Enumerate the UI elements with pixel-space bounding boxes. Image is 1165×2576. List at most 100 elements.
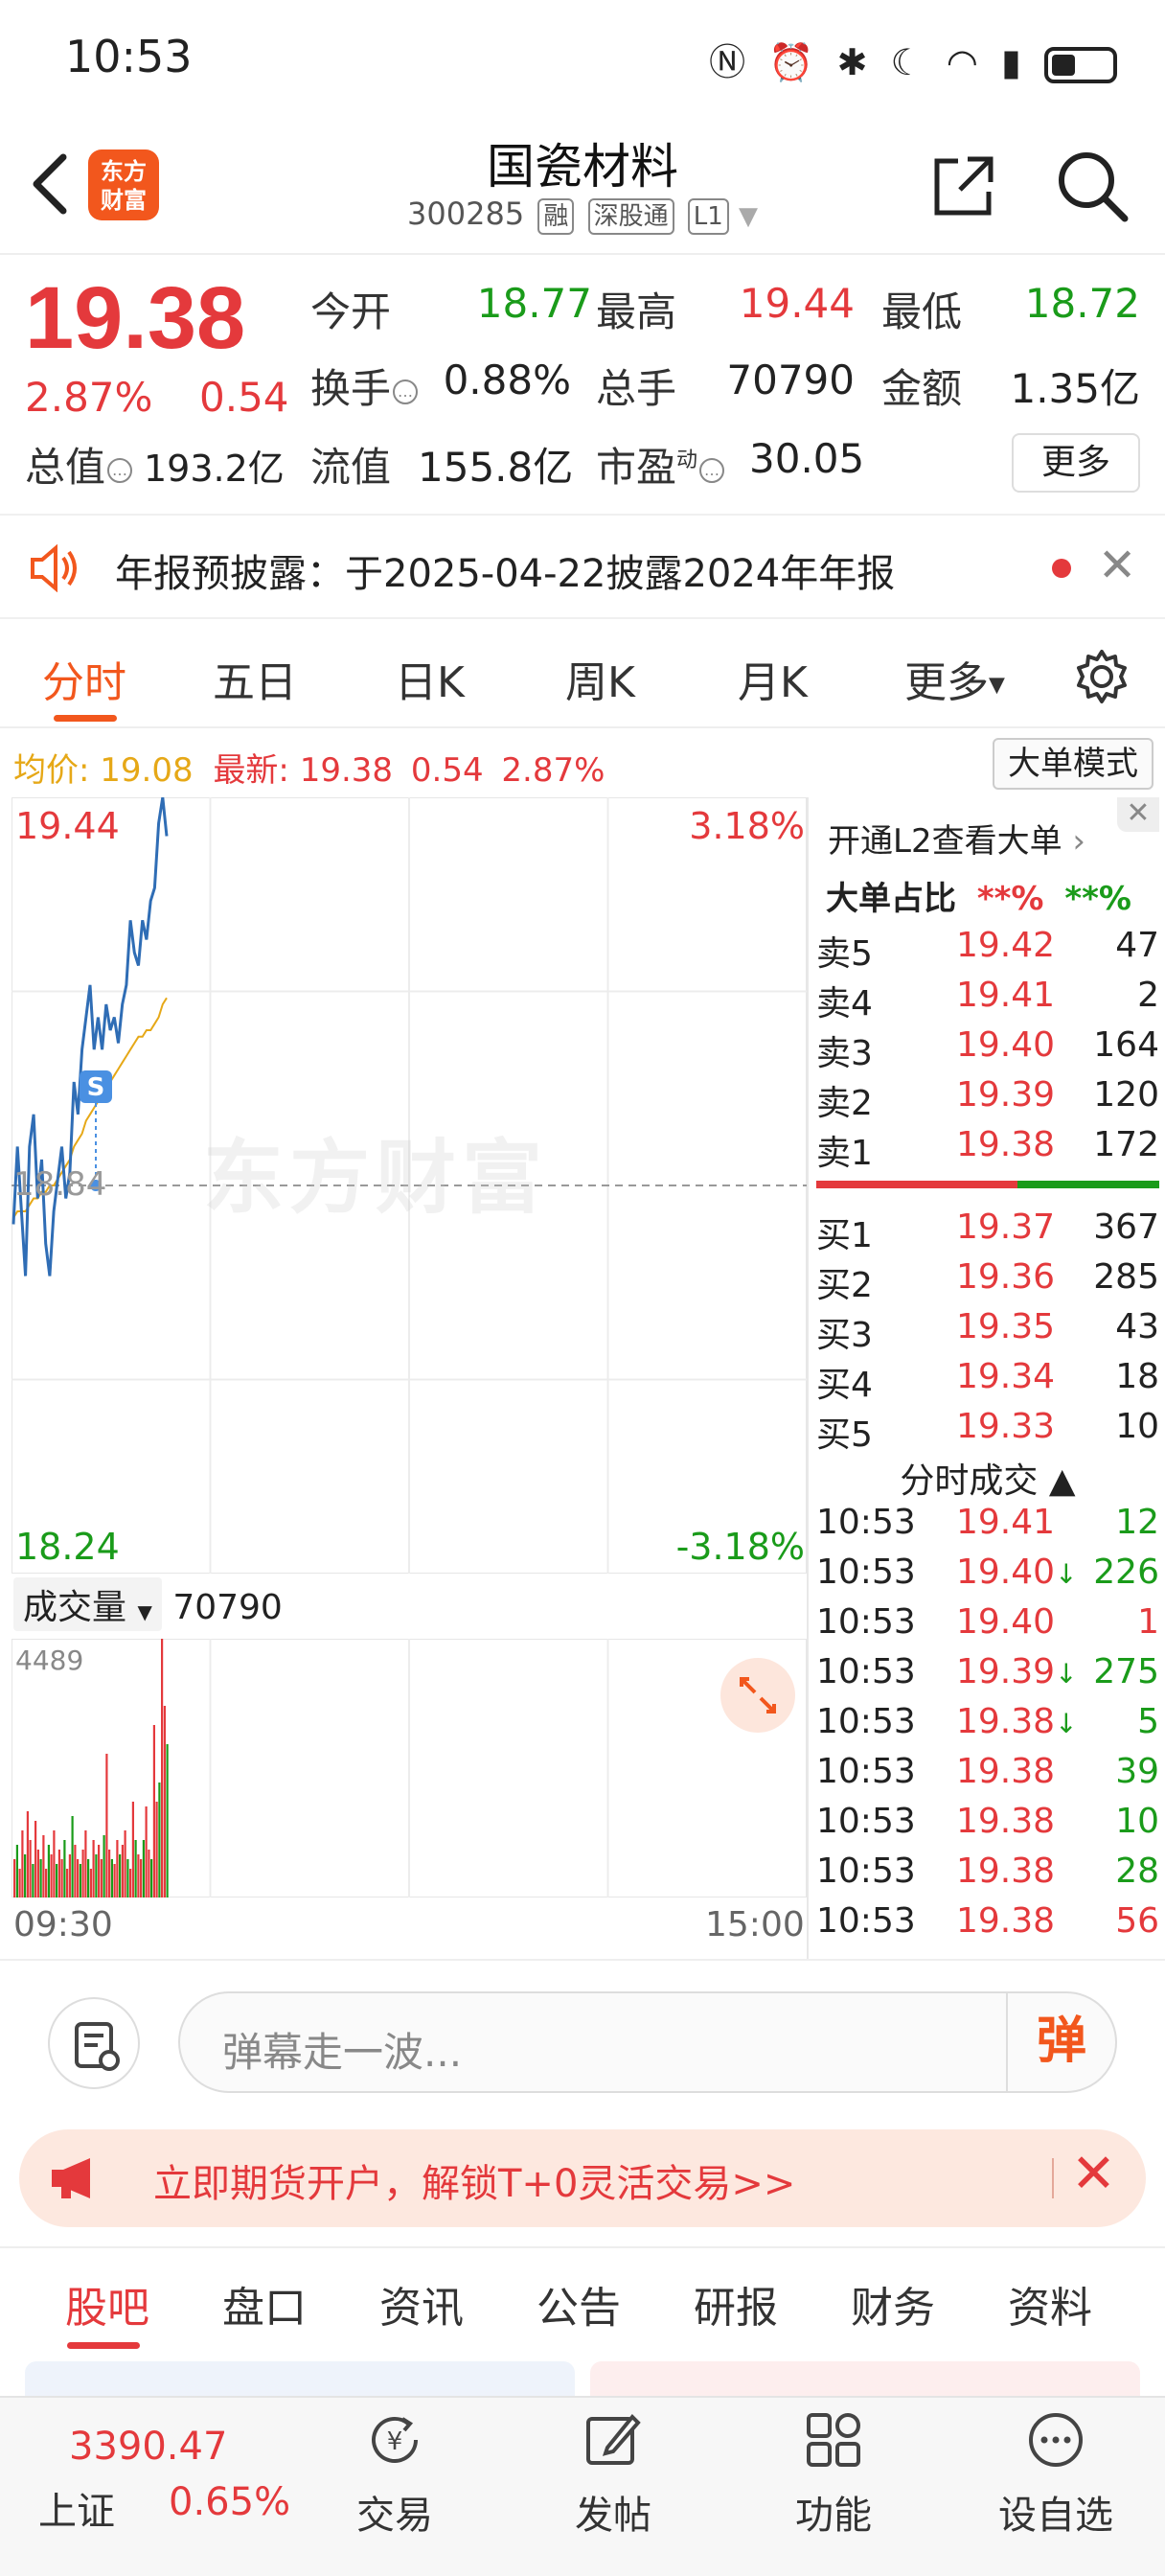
tag-connect: 深股通 <box>587 198 674 235</box>
app-logo[interactable]: 东方 财富 <box>88 150 159 220</box>
marker-dot <box>90 1180 102 1191</box>
wifi-icon: ◠ <box>946 41 984 83</box>
index-ticker[interactable]: 3390.47 上证 0.65% <box>0 2398 290 2576</box>
tab-monthly-k[interactable]: 月K <box>738 658 808 707</box>
nav-trade[interactable]: ¥ 交易 <box>318 2409 471 2540</box>
danmaku-settings-icon <box>75 2022 120 2071</box>
bid-row[interactable]: 买2 19.36 285 <box>809 1257 1165 1307</box>
ask-row[interactable]: 卖1 19.38 172 <box>809 1125 1165 1175</box>
float-cap-label: 流值 <box>310 444 392 491</box>
volume-bar <box>45 1869 48 1898</box>
volume-bar <box>36 1850 39 1898</box>
bid-row[interactable]: 买5 19.33 10 <box>809 1407 1165 1457</box>
notice-bar[interactable]: 年报预披露：于2025-04-22披露2024年年报 ✕ <box>0 514 1165 619</box>
price-chart-svg: S <box>11 797 807 1574</box>
volume-indicator-select[interactable]: 成交量 ▼ <box>13 1577 162 1631</box>
gear-icon[interactable] <box>1073 648 1131 705</box>
promo-banner[interactable]: 立即期货开户，解锁T+0灵活交易>> ✕ <box>19 2129 1146 2227</box>
change-percent: 2.87% <box>25 374 153 421</box>
change-amount: 0.54 <box>199 374 289 421</box>
volume-bar <box>158 1782 161 1898</box>
signal-marker[interactable] <box>80 1070 112 1103</box>
pe-value: 30.05 <box>749 435 865 482</box>
turnover-label[interactable]: 换手… <box>310 356 419 415</box>
tick-trades-header[interactable]: 分时成交 ▲ <box>809 1453 1165 1503</box>
bid-price: 19.37 <box>956 1208 1056 1247</box>
volume-bar <box>63 1840 66 1898</box>
tab-weekly-k[interactable]: 周K <box>565 658 635 707</box>
share-button[interactable] <box>929 151 998 220</box>
volume-bar <box>74 1845 77 1898</box>
nav-post[interactable]: 发帖 <box>537 2409 690 2540</box>
ask-row[interactable]: 卖4 19.41 2 <box>809 976 1165 1025</box>
nav-functions[interactable]: 功能 <box>757 2409 910 2540</box>
volume-bar <box>98 1845 101 1898</box>
tab-intraday[interactable]: 分时 <box>42 658 126 707</box>
open-value: 18.77 <box>476 280 592 327</box>
volume-bar <box>29 1840 32 1898</box>
ask-row[interactable]: 卖5 19.42 47 <box>809 926 1165 976</box>
danmaku-settings-button[interactable] <box>48 1997 140 2089</box>
danmaku-toggle-button[interactable]: 弹 <box>1006 1993 1115 2091</box>
info-icon: … <box>107 457 133 483</box>
close-icon[interactable]: ✕ <box>1117 797 1159 832</box>
bid-volume: 367 <box>1093 1208 1159 1247</box>
volume-chart[interactable]: 4489 <box>11 1639 807 1898</box>
tab-daily-k[interactable]: 日K <box>395 658 465 707</box>
ask-label: 卖1 <box>816 1134 873 1173</box>
bid-row[interactable]: 买3 19.35 43 <box>809 1307 1165 1357</box>
nav-add-watchlist[interactable]: 设自选 <box>979 2409 1132 2540</box>
tick-row: 10:53 19.39↓ 275 <box>809 1652 1165 1702</box>
promo-text: 立即期货开户，解锁T+0灵活交易>> <box>153 2162 796 2206</box>
market-cap-label[interactable]: 总值… <box>25 435 133 494</box>
tab-more[interactable]: 更多▼ <box>904 648 1005 709</box>
volume-bar <box>103 1835 105 1898</box>
ask-volume: 172 <box>1093 1125 1159 1164</box>
search-button[interactable] <box>1054 148 1131 224</box>
tick-price: 19.38 <box>956 1802 1056 1841</box>
close-icon[interactable]: ✕ <box>1071 2143 1116 2205</box>
tab-five-day[interactable]: 五日 <box>213 658 297 707</box>
tab-research[interactable]: 研报 <box>694 2284 778 2333</box>
unread-dot <box>1052 559 1071 578</box>
bid-row[interactable]: 买1 19.37 367 <box>809 1208 1165 1257</box>
volume-bar <box>21 1830 24 1898</box>
danmaku-input[interactable]: 弹幕走一波... 弹 <box>178 1991 1117 2093</box>
tab-forum[interactable]: 股吧 <box>65 2284 149 2333</box>
amount-value: 1.35亿 <box>1010 365 1140 412</box>
tab-orderbook[interactable]: 盘口 <box>222 2284 307 2333</box>
tab-news[interactable]: 资讯 <box>379 2284 464 2333</box>
nav-trade-label: 交易 <box>356 2494 433 2538</box>
more-button[interactable]: 更多 <box>1012 433 1140 493</box>
pe-label-text: 市盈 <box>596 444 677 491</box>
tab-profile[interactable]: 资料 <box>1008 2284 1092 2333</box>
volume-bar <box>161 1639 164 1898</box>
tab-announcements[interactable]: 公告 <box>537 2284 621 2333</box>
megaphone-icon <box>48 2154 105 2202</box>
grid-icon <box>807 2413 860 2467</box>
nav-functions-label: 功能 <box>795 2494 872 2538</box>
danmaku-placeholder: 弹幕走一波... <box>222 2029 463 2076</box>
expand-button[interactable] <box>720 1658 795 1733</box>
ask-row[interactable]: 卖2 19.39 120 <box>809 1075 1165 1125</box>
card-preview[interactable] <box>590 2361 1140 2400</box>
l2-upsell-link[interactable]: 开通L2查看大单 › <box>828 815 1085 862</box>
tick-row: 10:53 19.38 10 <box>809 1802 1165 1852</box>
chevron-right-icon: › <box>1072 822 1085 861</box>
tick-trades-title: 分时成交 <box>900 1461 1039 1501</box>
tick-row: 10:53 19.40 1 <box>809 1602 1165 1652</box>
intraday-chart[interactable]: S 东方财富 19.44 3.18% 18.84 18.24 -3.18% <box>11 797 807 1574</box>
card-preview[interactable] <box>25 2361 575 2400</box>
tick-time: 10:53 <box>816 1802 916 1841</box>
stock-code-row[interactable]: 300285 融 深股通 L1 ▼ <box>0 196 1165 235</box>
pe-label[interactable]: 市盈动… <box>596 435 725 494</box>
tab-financials[interactable]: 财务 <box>851 2284 935 2333</box>
back-button[interactable] <box>21 148 79 220</box>
bid-row[interactable]: 买4 19.34 18 <box>809 1357 1165 1407</box>
pe-superscript: 动 <box>676 448 698 472</box>
close-icon[interactable]: ✕ <box>1098 539 1137 592</box>
big-order-mode-button[interactable]: 大单模式 <box>993 738 1154 790</box>
ask-volume: 47 <box>1115 926 1159 965</box>
volume-bar <box>79 1864 81 1898</box>
ask-row[interactable]: 卖3 19.40 164 <box>809 1025 1165 1075</box>
